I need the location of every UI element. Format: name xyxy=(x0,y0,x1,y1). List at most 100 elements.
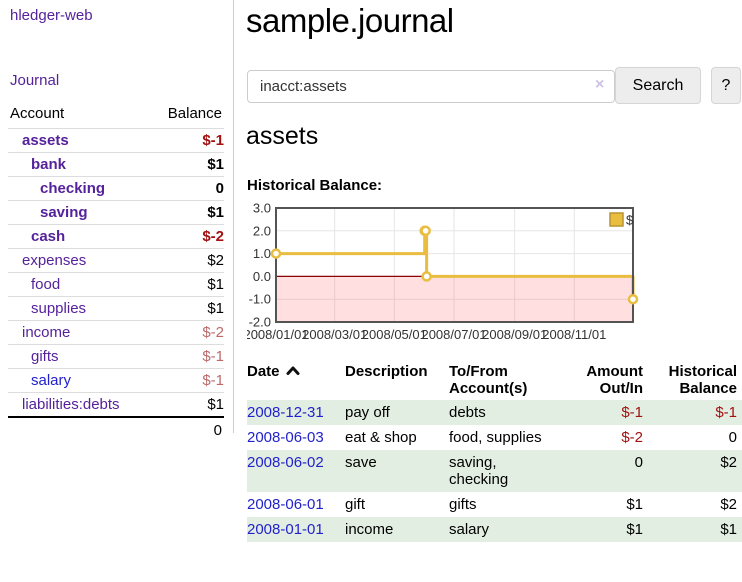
transaction-date-link[interactable]: 2008-01-01 xyxy=(247,521,324,538)
search-button[interactable]: Search xyxy=(615,67,701,104)
register-header-row: Date Description To/From Account(s) Amou… xyxy=(247,360,742,400)
register-row: 2008-06-02 save saving, checking 0 $2 xyxy=(247,450,742,492)
account-row: income $-2 xyxy=(8,320,224,345)
svg-text:2008/11/01: 2008/11/01 xyxy=(542,327,606,342)
register-balance-cell: $1 xyxy=(720,521,737,538)
register-header-amount: Amount Out/In xyxy=(586,363,643,397)
account-link[interactable]: supplies xyxy=(31,300,87,317)
account-link[interactable]: gifts xyxy=(31,348,59,365)
account-link[interactable]: food xyxy=(31,276,61,293)
account-balance: $2 xyxy=(207,252,224,269)
register-description-cell: pay off xyxy=(345,404,390,421)
register-balance-cell: $-1 xyxy=(715,404,737,421)
register-amount-cell: $-1 xyxy=(621,404,643,421)
help-button[interactable]: ? xyxy=(711,67,741,104)
register-row: 2008-06-01 gift gifts $1 $2 xyxy=(247,492,742,517)
account-link[interactable]: cash xyxy=(31,228,66,245)
accounts-total-value: 0 xyxy=(213,422,222,439)
svg-text:2008/01/01: 2008/01/01 xyxy=(247,327,309,342)
register-amount-cell: 0 xyxy=(634,454,643,471)
register-accounts-cell: gifts xyxy=(449,496,477,513)
transaction-date-link[interactable]: 2008-06-02 xyxy=(247,454,324,471)
account-name-cell: liabilities:debts xyxy=(8,393,150,418)
account-balance: $1 xyxy=(207,156,224,173)
account-row: saving $1 xyxy=(8,200,224,225)
transaction-date-link[interactable]: 2008-06-01 xyxy=(247,496,324,513)
clear-search-icon[interactable]: × xyxy=(595,76,605,93)
register-accounts-cell: saving, checking xyxy=(449,454,509,488)
register-row: 2008-12-31 pay off debts $-1 $-1 xyxy=(247,400,742,425)
register-balance-cell: $2 xyxy=(720,496,737,513)
svg-text:3.0: 3.0 xyxy=(253,201,271,216)
sort-ascending-icon xyxy=(286,363,300,380)
register-amount-cell: $1 xyxy=(626,521,643,538)
account-balance: $-2 xyxy=(202,228,224,245)
svg-text:2.0: 2.0 xyxy=(253,223,271,238)
svg-text:1.0: 1.0 xyxy=(253,246,271,261)
transaction-date-link[interactable]: 2008-06-03 xyxy=(247,429,324,446)
account-name-cell: expenses xyxy=(8,249,150,273)
date-header-label: Date xyxy=(247,363,280,380)
svg-text:2008/09/01: 2008/09/01 xyxy=(482,327,547,342)
account-link[interactable]: assets xyxy=(22,132,69,149)
register-date-cell: 2008-06-03 xyxy=(247,425,345,450)
account-name-cell: food xyxy=(8,273,150,297)
accounts-body: assets $-1 bank $1 checking 0 saving $1 cash $-2 e… xyxy=(8,128,224,444)
register-description-cell: income xyxy=(345,521,394,538)
accounts-balance-table: Account Balance assets $-1 bank $1 checking 0… xyxy=(8,103,224,443)
svg-text:2008/05/01: 2008/05/01 xyxy=(362,327,427,342)
account-row: salary $-1 xyxy=(8,368,224,393)
svg-text:$: $ xyxy=(626,213,634,228)
register-description-cell: save xyxy=(345,454,377,471)
account-heading: assets xyxy=(246,122,319,150)
sidebar-item-journal[interactable]: Journal xyxy=(10,72,60,89)
account-row: liabilities:debts $1 xyxy=(8,392,224,418)
register-accounts-cell: salary xyxy=(449,521,490,538)
search-input[interactable] xyxy=(247,70,615,103)
register-row: 2008-01-01 income salary $1 $1 xyxy=(247,517,742,542)
account-name-cell: cash xyxy=(8,225,150,249)
app-title-link[interactable]: hledger-web xyxy=(10,7,93,24)
account-link[interactable]: expenses xyxy=(22,252,87,269)
account-name-cell: gifts xyxy=(8,345,150,369)
transaction-date-link[interactable]: 2008-12-31 xyxy=(247,404,324,421)
account-row: assets $-1 xyxy=(8,128,224,153)
account-link[interactable]: income xyxy=(22,324,71,341)
account-name-cell: saving xyxy=(8,201,150,225)
account-balance: $-2 xyxy=(202,324,224,341)
account-balance: $-1 xyxy=(202,348,224,365)
svg-text:-1.0: -1.0 xyxy=(249,292,271,307)
historical-balance-chart[interactable]: $3.0 2.0 1.0 0.0 -1.0 -2.0 2008/01/01 2008/03/0… xyxy=(243,200,647,348)
svg-text:2008/03/01: 2008/03/01 xyxy=(302,327,367,342)
register-header-accounts: To/From Account(s) xyxy=(449,363,528,397)
account-link[interactable]: saving xyxy=(40,204,88,221)
account-row: food $1 xyxy=(8,272,224,297)
register-header-balance: Historical Balance xyxy=(668,363,737,397)
register-date-cell: 2008-06-01 xyxy=(247,492,345,517)
account-balance: $-1 xyxy=(202,132,224,149)
register-balance-cell: 0 xyxy=(728,429,737,446)
account-link[interactable]: salary xyxy=(31,372,72,389)
accounts-total-row: 0 xyxy=(8,417,224,443)
register-accounts-cell: debts xyxy=(449,404,486,421)
account-name-cell: salary xyxy=(8,369,150,393)
register-date-cell: 2008-12-31 xyxy=(247,400,345,425)
account-row: expenses $2 xyxy=(8,248,224,273)
account-link[interactable]: bank xyxy=(31,156,67,173)
svg-text:0.0: 0.0 xyxy=(253,269,271,284)
account-balance: $1 xyxy=(207,276,224,293)
register-header-date[interactable]: Date xyxy=(247,360,345,400)
account-balance: $1 xyxy=(207,396,224,413)
account-link[interactable]: checking xyxy=(40,180,106,197)
account-link[interactable]: liabilities:debts xyxy=(22,396,120,413)
account-name-cell: assets xyxy=(8,129,150,153)
account-name-cell: checking xyxy=(8,177,150,201)
accounts-header-account: Account xyxy=(10,105,65,122)
register-accounts-cell: food, supplies xyxy=(449,429,542,446)
svg-text:2008/07/01: 2008/07/01 xyxy=(421,327,486,342)
account-balance: $1 xyxy=(207,300,224,317)
register-table: Date Description To/From Account(s) Amou… xyxy=(247,360,742,542)
register-date-cell: 2008-06-02 xyxy=(247,450,345,492)
sidebar-divider xyxy=(233,0,234,433)
accounts-header-row: Account Balance xyxy=(8,103,224,129)
